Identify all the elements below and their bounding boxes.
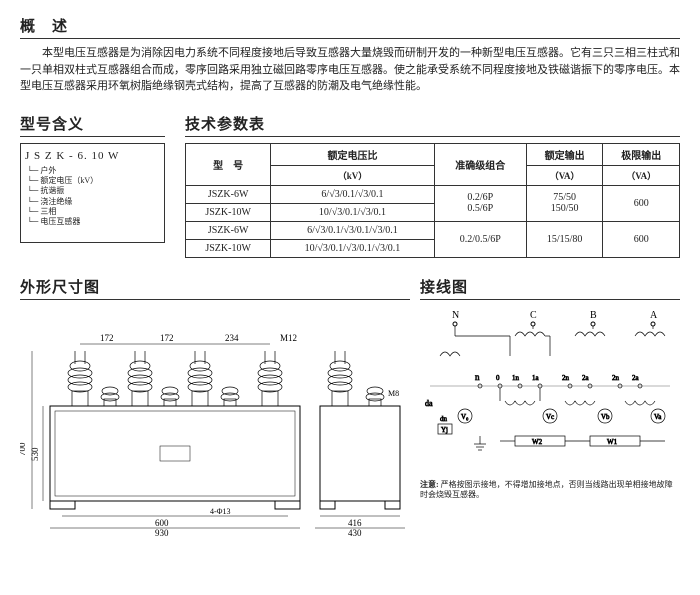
dim-700: 700 [20, 442, 27, 456]
td-ratio: 10/√3/0.1/√3/0.1/√3/0.1 [271, 239, 434, 257]
outline-svg: 172 172 234 M12 700 530 600 930 4-Φ13 [20, 306, 410, 536]
lbl-2a: 2a [582, 374, 590, 382]
wiring-diagram: N C B A n [420, 306, 680, 476]
td-ratio: 6/√3/0.1/√3/0.1 [271, 185, 434, 203]
model-line: └─ 额定电压（kV） [27, 176, 160, 186]
lbl-v0: V₀ [461, 413, 469, 421]
td-ratio: 6/√3/0.1/√3/0.1/√3/0.1 [271, 221, 434, 239]
td-limit: 600 [603, 185, 680, 221]
td-model: JSZK-10W [186, 203, 271, 221]
lbl-C: C [530, 310, 537, 321]
lbl-0: 0 [496, 374, 500, 382]
dim-930: 930 [155, 528, 169, 536]
lbl-2n: 2n [562, 374, 570, 382]
wiring-svg: N C B A n [420, 306, 680, 476]
outline-title: 外形尺寸图 [20, 276, 410, 300]
th-limit: 极限输出 [603, 143, 680, 165]
params-table: 型 号 额定电压比 准确级组合 额定输出 极限输出 （kV） （VA） （VA）… [185, 143, 680, 258]
outline-diagram: 172 172 234 M12 700 530 600 930 4-Φ13 [20, 306, 410, 536]
dim-d1: 172 [100, 333, 114, 343]
dim-m12: M12 [280, 333, 297, 343]
wiring-section: 接线图 N C B A [420, 276, 680, 536]
th-model: 型 号 [186, 143, 271, 185]
model-tree: └─ 户外 └─ 额定电压（kV） └─ 抗谐振 └─ 浇注绝缘 └─ 三相 └… [25, 166, 160, 228]
wiring-note: 注意: 严格按图示接地，不得增加接地点，否则当线路出现单相接地故障时会烧毁互感器… [420, 480, 680, 501]
lbl-n: n [475, 372, 480, 382]
model-line: └─ 三相 [27, 207, 160, 217]
row-model-params: 型号含义 J S Z K - 6. 10 W └─ 户外 └─ 额定电压（kV）… [20, 113, 680, 258]
model-line: └─ 户外 [27, 166, 160, 176]
td-ratio: 10/√3/0.1/√3/0.1 [271, 203, 434, 221]
lbl-w2: W2 [532, 438, 543, 446]
lbl-B: B [590, 310, 597, 321]
td-model: JSZK-10W [186, 239, 271, 257]
dim-430: 430 [348, 528, 362, 536]
note-text: 严格按图示接地，不得增加接地点，否则当线路出现单相接地故障时会烧毁互感器。 [420, 480, 673, 499]
th-ratio: 额定电压比 [271, 143, 434, 165]
th-output: 额定输出 [526, 143, 603, 165]
lbl-1n: 1n [512, 374, 520, 382]
dim-600: 600 [155, 518, 169, 528]
td-model: JSZK-6W [186, 185, 271, 203]
lbl-1a: 1a [532, 374, 540, 382]
lbl-yj: Yj [441, 426, 448, 434]
th-ratio-unit: （kV） [271, 165, 434, 185]
dim-d3: 234 [225, 333, 239, 343]
td-limit: 600 [603, 221, 680, 257]
lbl-2a2: 2a [632, 374, 640, 382]
dim-m8: M8 [388, 389, 399, 398]
th-output-unit: （VA） [526, 165, 603, 185]
dim-416: 416 [348, 518, 362, 528]
tech-params-section: 技术参数表 型 号 额定电压比 准确级组合 额定输出 极限输出 （kV） （VA… [185, 113, 680, 258]
model-line: └─ 浇注绝缘 [27, 197, 160, 207]
td-accuracy: 0.2/6P 0.5/6P [434, 185, 526, 221]
row-diagrams: 外形尺寸图 [20, 276, 680, 536]
dim-d2: 172 [160, 333, 174, 343]
td-output: 75/50 150/50 [526, 185, 603, 221]
dim-hole: 4-Φ13 [210, 507, 231, 516]
lbl-w1: W1 [607, 438, 618, 446]
td-output: 15/15/80 [526, 221, 603, 257]
lbl-dn: dn [440, 415, 448, 423]
model-line: └─ 电压互感器 [27, 217, 160, 227]
model-meaning-section: 型号含义 J S Z K - 6. 10 W └─ 户外 └─ 额定电压（kV）… [20, 113, 165, 258]
note-label: 注意: [420, 480, 439, 489]
model-line: └─ 抗谐振 [27, 186, 160, 196]
tech-params-title: 技术参数表 [185, 113, 680, 137]
lbl-vb: Vb [601, 413, 610, 421]
th-limit-unit: （VA） [603, 165, 680, 185]
th-accuracy: 准确级组合 [434, 143, 526, 185]
dim-530: 530 [30, 447, 40, 461]
lbl-A: A [650, 310, 658, 321]
lbl-da: da [425, 399, 433, 408]
model-code: J S Z K - 6. 10 W [25, 150, 160, 162]
model-meaning-title: 型号含义 [20, 113, 165, 137]
wiring-title: 接线图 [420, 276, 680, 300]
lbl-2n2: 2n [612, 374, 620, 382]
lbl-vc: Vc [546, 413, 554, 421]
td-model: JSZK-6W [186, 221, 271, 239]
outline-section: 外形尺寸图 [20, 276, 410, 536]
model-meaning-box: J S Z K - 6. 10 W └─ 户外 └─ 额定电压（kV） └─ 抗… [20, 143, 165, 243]
overview-title: 概 述 [20, 15, 680, 39]
lbl-va: Va [654, 413, 662, 421]
td-accuracy: 0.2/0.5/6P [434, 221, 526, 257]
lbl-N: N [452, 310, 459, 321]
overview-text: 本型电压互感器是为消除因电力系统不同程度接地后导致互感器大量烧毁而研制开发的一种… [20, 45, 680, 95]
